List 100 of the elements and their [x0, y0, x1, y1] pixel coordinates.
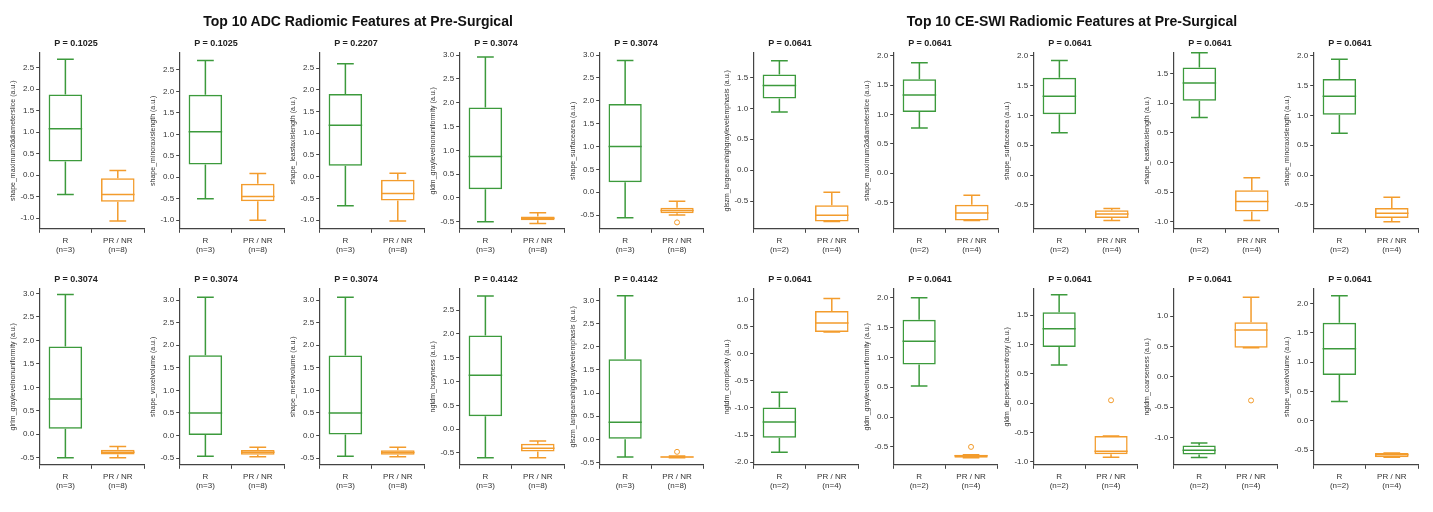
chart-title: P = 0.0641: [1188, 273, 1232, 284]
chart-title: P = 0.0641: [1048, 273, 1092, 284]
y-tick-label: 1.5: [1157, 68, 1169, 78]
chart-title: P = 0.4142: [614, 273, 658, 284]
x-tick-label: PR / NR (n=4): [1236, 471, 1266, 491]
y-tick-label: 0.0: [877, 412, 889, 422]
y-tick-label: -0.5: [1154, 187, 1169, 197]
y-tick-label: 0.0: [303, 430, 315, 440]
x-tick-label: R (n=3): [195, 471, 216, 491]
y-tick-label: 3.0: [163, 295, 175, 305]
x-tick-label: R (n=3): [55, 235, 76, 255]
y-tick-label: 1.5: [163, 108, 175, 118]
y-tick-label: 2.0: [303, 84, 315, 94]
chart-title: P = 0.3074: [614, 37, 658, 48]
text: Top 10 CE-SWI Radiomic Features at Pre-Surgical: [905, 12, 1239, 31]
y-tick-label: 1.5: [23, 105, 35, 115]
y-tick-label: -0.5: [734, 376, 749, 386]
x-tick-label: R (n=2): [1049, 235, 1070, 255]
y-tick-label: 1.0: [23, 127, 35, 137]
y-tick-label: 0.0: [583, 187, 595, 197]
y-tick-label: -1.0: [160, 215, 175, 225]
y-tick-label: -0.5: [1014, 200, 1029, 210]
x-tick-label: PR / NR (n=8): [523, 235, 553, 255]
y-tick-label: 1.5: [303, 362, 315, 372]
y-tick-label: 1.5: [583, 365, 595, 375]
y-tick-label: 3.0: [443, 50, 455, 60]
y-tick-label: 1.0: [737, 294, 749, 304]
y-tick-label: 1.0: [1297, 110, 1309, 120]
y-tick-label: -0.5: [20, 191, 35, 201]
y-tick-label: 2.5: [303, 63, 315, 73]
y-tick-label: 0.5: [1297, 140, 1309, 150]
y-tick-label: 2.0: [163, 340, 175, 350]
y-tick-label: 0.0: [1157, 372, 1169, 381]
x-tick-label: R (n=2): [1189, 471, 1209, 491]
x-tick-label: PR / NR (n=8): [383, 235, 413, 255]
y-tick-label: -0.5: [300, 193, 315, 203]
y-tick-label: 0.5: [1017, 140, 1029, 150]
y-tick-label: 1.0: [443, 376, 455, 386]
y-tick-label: 0.5: [303, 408, 315, 418]
x-tick-label: PR / NR (n=4): [1097, 235, 1127, 255]
x-tick-label: R (n=3): [615, 471, 635, 491]
y-tick-label: 1.5: [1297, 328, 1309, 337]
x-tick-label: R (n=3): [195, 235, 216, 255]
y-tick-label: 0.0: [163, 172, 175, 182]
y-tick-label: -1.0: [20, 213, 35, 223]
y-tick-label: 0.5: [737, 134, 749, 144]
x-tick-label: PR / NR (n=4): [1377, 235, 1407, 255]
y-tick-label: 2.0: [443, 329, 455, 339]
y-tick-label: 0.5: [163, 151, 175, 161]
y-tick-label: -0.5: [160, 193, 175, 203]
x-tick-label: PR / NR (n=4): [957, 235, 987, 255]
chart-title: P = 0.0641: [1328, 273, 1372, 284]
y-tick-label: -0.5: [874, 442, 889, 452]
y-tick-label: 0.0: [1157, 157, 1169, 167]
x-tick-label: R (n=3): [615, 235, 635, 255]
x-tick-label: PR / NR (n=8): [662, 471, 692, 491]
y-tick-label: 1.0: [303, 128, 315, 138]
y-tick-label: -0.5: [874, 197, 889, 207]
y-tick-label: 0.5: [1297, 386, 1309, 396]
y-tick-label: -1.0: [734, 403, 749, 413]
chart-title: P = 0.3074: [474, 37, 518, 48]
y-tick-label: 0.0: [23, 170, 35, 180]
y-tick-label: 0.5: [737, 321, 749, 331]
x-tick-label: PR / NR (n=8): [103, 235, 133, 255]
y-tick-label: 0.0: [443, 424, 455, 434]
chart-title: P = 0.0641: [768, 37, 812, 48]
y-tick-label: 3.0: [23, 288, 35, 298]
chart-title: P = 0.0641: [908, 273, 952, 284]
y-tick-label: 0.5: [163, 408, 175, 418]
y-tick-label: 2.0: [443, 97, 455, 107]
y-tick-label: -0.5: [20, 452, 35, 462]
y-tick-label: 1.0: [737, 103, 749, 113]
text: Top 10 ADC Radiomic Features at Pre-Surgical: [202, 12, 514, 31]
y-tick-label: 1.0: [23, 382, 35, 392]
y-tick-label: 3.0: [583, 295, 595, 305]
y-tick-label: 0.5: [583, 411, 595, 421]
x-tick-label: R (n=3): [335, 235, 356, 255]
y-tick-label: 1.5: [877, 80, 889, 90]
y-tick-label: 1.5: [443, 352, 455, 362]
y-tick-label: 3.0: [303, 295, 315, 305]
y-tick-label: 2.0: [163, 86, 175, 96]
y-tick-label: 0.5: [1157, 128, 1169, 137]
y-tick-label: 0.0: [583, 434, 595, 444]
y-tick-label: 1.5: [163, 362, 175, 372]
y-tick-label: 0.5: [583, 164, 595, 174]
y-tick-label: 2.5: [163, 65, 175, 75]
chart-title: P = 0.0641: [1188, 37, 1232, 48]
y-tick-label: 2.0: [23, 84, 35, 94]
x-tick-label: PR / NR (n=4): [817, 235, 847, 255]
y-tick-label: 0.5: [303, 150, 315, 160]
chart-title: P = 0.3074: [194, 273, 238, 284]
y-tick-label: 0.0: [737, 348, 749, 358]
y-tick-label: 1.5: [737, 72, 749, 82]
y-tick-label: 1.5: [443, 121, 455, 131]
y-tick-label: -0.5: [1014, 427, 1029, 437]
y-tick-label: -1.0: [1154, 432, 1169, 442]
y-tick-label: -0.5: [734, 196, 749, 206]
y-tick-label: 0.0: [1017, 398, 1029, 408]
chart-title: P = 0.0641: [908, 37, 952, 48]
x-tick-label: PR / NR (n=8): [243, 235, 273, 255]
